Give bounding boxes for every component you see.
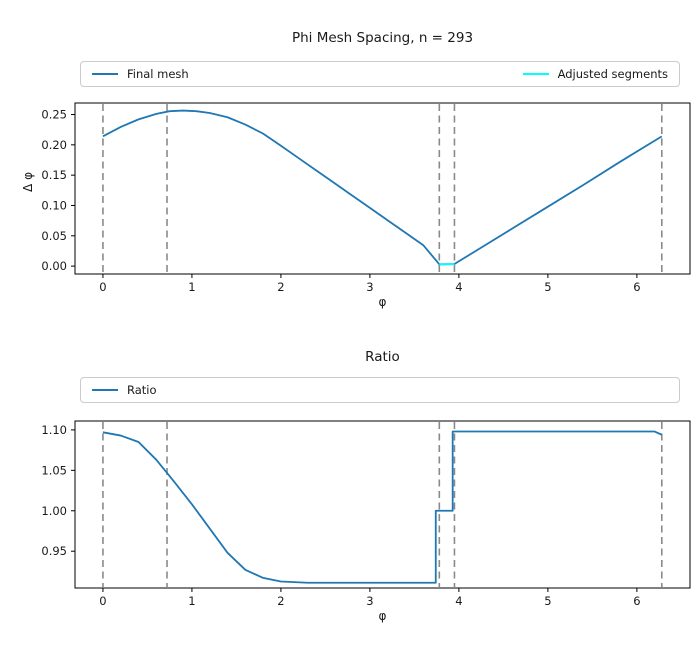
plot-frame [74,102,691,275]
x-tick-label: 5 [544,280,551,294]
x-tick-label: 3 [366,594,373,608]
y-tick-label: 0.10 [41,198,67,212]
top-legend: Final mesh Adjusted segments [80,61,680,87]
legend-entry-final-mesh: Final mesh [92,67,189,81]
y-tick-label: 0.20 [41,138,67,152]
x-tick-label: 6 [633,280,640,294]
x-tick-label: 2 [277,594,284,608]
x-tick-label: 4 [455,594,462,608]
y-tick-label: 1.00 [41,504,67,518]
line-swatch-icon [92,73,118,75]
y-tick-label: 1.10 [41,423,67,437]
x-tick-label: 1 [188,594,195,608]
legend-entry-adjusted-segments: Adjusted segments [522,67,668,81]
bottom-chart-title: Ratio [365,349,400,365]
y-tick-label: 0.00 [41,259,67,273]
y-tick-label: 0.95 [41,544,67,558]
plot-frame [74,420,691,589]
x-tick-label: 3 [366,280,373,294]
legend-label-ratio: Ratio [127,383,157,397]
legend-label-adjusted-segments: Adjusted segments [557,67,668,81]
legend-label-final-mesh: Final mesh [127,67,189,81]
y-tick-label: 1.05 [41,463,67,477]
legend-entry-ratio: Ratio [92,383,157,397]
x-tick-label: 5 [544,594,551,608]
top-x-axis-label: φ [378,295,387,309]
top-chart-title: Phi Mesh Spacing, n = 293 [291,30,474,46]
line-swatch-icon [92,389,118,391]
y-tick-label: 0.15 [41,168,67,182]
x-tick-label: 6 [633,594,640,608]
x-tick-label: 1 [188,280,195,294]
bottom-legend: Ratio [80,377,680,403]
x-tick-label: 0 [99,594,106,608]
line-swatch-icon [522,73,549,75]
y-tick-label: 0.05 [41,229,67,243]
x-tick-label: 0 [99,280,106,294]
bottom-x-axis-label: φ [378,609,387,623]
x-tick-label: 2 [277,280,284,294]
series-line-final-mesh [102,109,663,266]
x-tick-label: 4 [455,280,462,294]
series-line-ratio [102,430,663,584]
y-tick-label: 0.25 [41,108,67,122]
